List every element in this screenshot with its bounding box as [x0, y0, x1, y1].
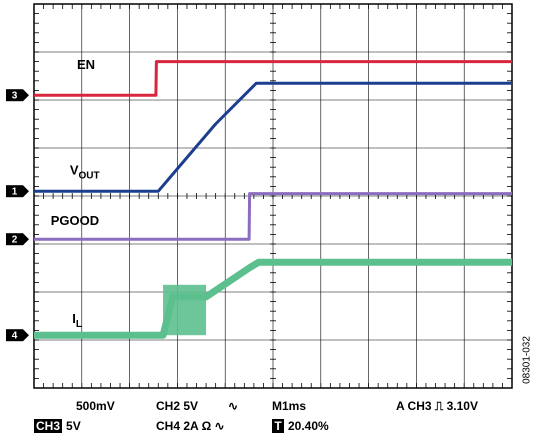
- channel-marker-arrow-3: [23, 89, 29, 102]
- channel-marker-label-4: 4: [12, 331, 18, 342]
- channel-marker-arrow-1: [23, 185, 29, 198]
- ch4-scale-readout: CH4 2A Ω ∿: [156, 419, 225, 433]
- channel-marker-3: [6, 89, 23, 102]
- i-l-label: IL: [72, 311, 82, 330]
- channel-markers: 3 1 2 4: [6, 89, 29, 342]
- en-trace: [34, 60, 512, 97]
- ch2-scale: CH2 5V: [156, 399, 199, 413]
- channel-marker-label-2: 2: [12, 235, 18, 246]
- pgood-label: PGOOD: [51, 213, 99, 228]
- ch1-scale-readout: 500mV: [76, 399, 115, 413]
- channel-marker-label-1: 1: [12, 187, 18, 198]
- ch2-scale-readout: CH2 5V: [156, 399, 198, 413]
- trigger-setting: A CH3 ⎍ 3.10V: [396, 399, 478, 413]
- channel-marker-arrow-2: [23, 233, 29, 246]
- trigger-position-readout: T 20.40%: [272, 419, 329, 433]
- channel-marker-4: [6, 329, 23, 342]
- channel-marker-1: [6, 185, 23, 198]
- figure-code: 08301-032: [520, 320, 534, 400]
- i-l-label-subscript: L: [76, 319, 82, 330]
- trigger-box: T: [272, 419, 284, 433]
- timebase: M1ms: [272, 399, 307, 413]
- trigger-readout: A CH3 ⎍ 3.10V: [396, 399, 478, 413]
- figure-code-text: 08301-032: [521, 336, 533, 384]
- coupling-symbol-1: ∿: [228, 399, 238, 413]
- ac-coupling-icon: ∿: [228, 399, 239, 413]
- channel-marker-label-3: 3: [12, 91, 18, 102]
- ch3-scale-readout: CH3 5V: [34, 419, 81, 433]
- en-label: EN: [77, 57, 95, 72]
- ch3-scale: 5V: [66, 419, 81, 433]
- traces: [34, 60, 512, 339]
- trigger-position: 20.40%: [288, 419, 329, 433]
- channel-marker-arrow-4: [23, 329, 29, 342]
- timebase-readout: M1ms: [272, 399, 306, 413]
- channel-marker-2: [6, 233, 23, 246]
- ch4-scale: CH4 2A Ω: [156, 419, 212, 433]
- ch3-tag: CH3: [34, 419, 63, 433]
- ch1-scale: 500mV: [76, 399, 115, 413]
- ac-coupling-icon: ∿: [214, 419, 225, 433]
- v-out-trace: [34, 81, 512, 193]
- pgood-trace: [34, 192, 512, 241]
- v-out-label-subscript: OUT: [79, 170, 100, 181]
- i-l-ripple-band: [163, 284, 207, 336]
